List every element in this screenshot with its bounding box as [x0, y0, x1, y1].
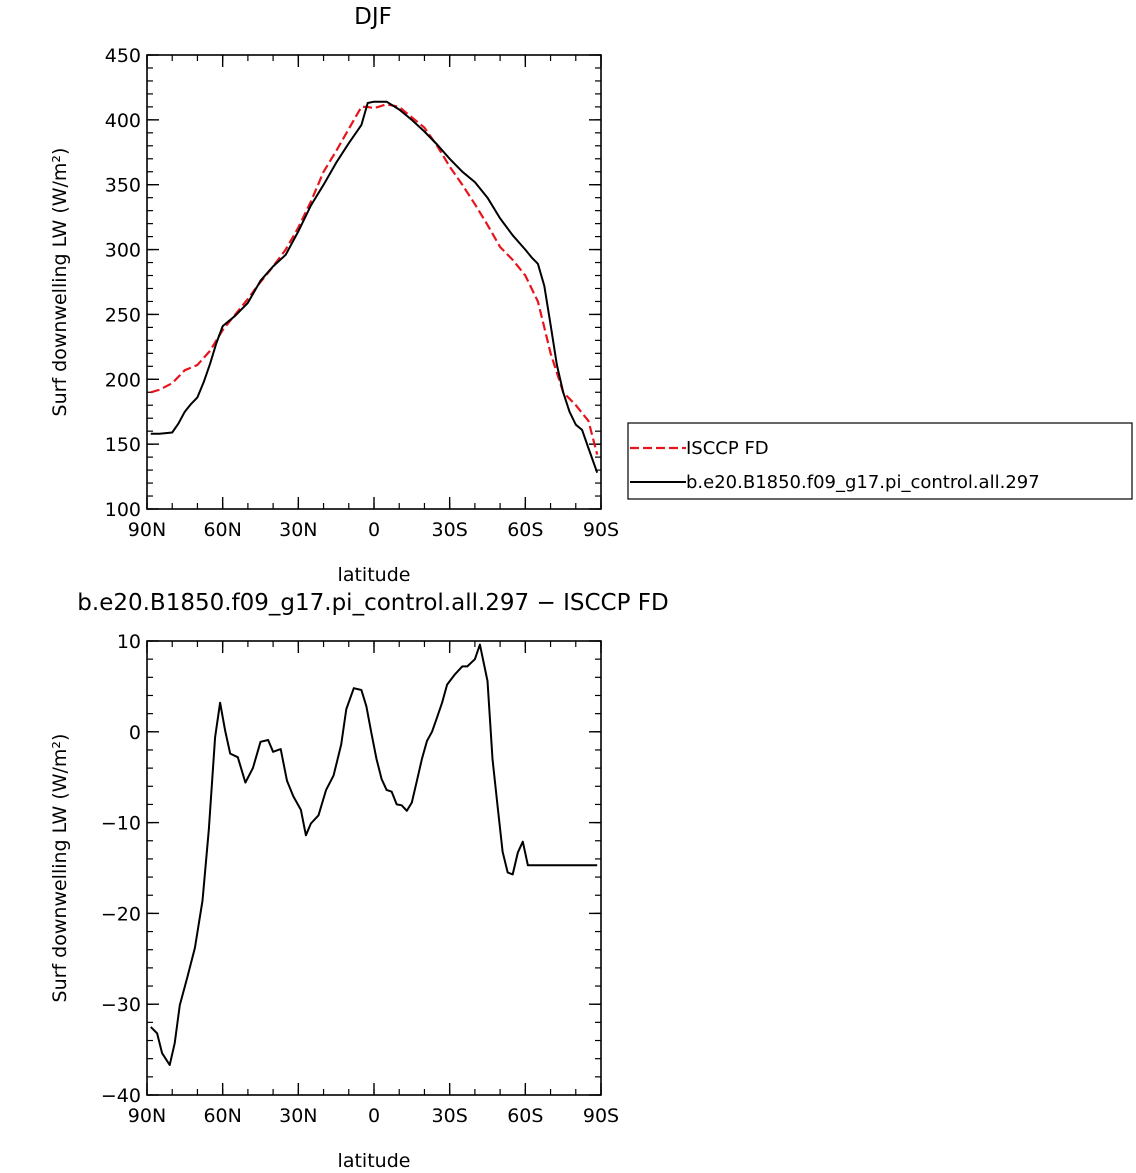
bottom-x-tick-label: 30S	[432, 1105, 468, 1127]
legend-entry-isccp: ISCCP FD	[686, 438, 769, 459]
top-y-tick-label: 350	[105, 175, 141, 197]
bottom-y-tick-label: 0	[129, 722, 141, 744]
top-y-axis-label: Surf downwelling LW (W/m²)	[49, 148, 71, 417]
bottom-y-tick-label: −40	[101, 1085, 141, 1107]
top-y-tick-label: 200	[105, 369, 141, 391]
top-chart-title: DJF	[354, 4, 392, 30]
bottom-y-tick-label: −10	[101, 813, 141, 835]
bottom-y-tick-label: −30	[101, 994, 141, 1016]
top-x-tick-label: 30S	[432, 519, 468, 541]
top-y-tick-label: 250	[105, 304, 141, 326]
top-y-tick-label: 400	[105, 110, 141, 132]
top-y-tick-label: 300	[105, 240, 141, 262]
bottom-panel: b.e20.B1850.f09_g17.pi_control.all.297 −…	[49, 590, 669, 1172]
bottom-x-axis-label: latitude	[338, 1150, 411, 1172]
top-x-tick-label: 60S	[507, 519, 543, 541]
bottom-series-line-difference	[150, 643, 598, 1066]
top-panel: DJF 90N 60N 30N 0 30S 60S 90S 100 150 200 250 300 35…	[49, 4, 619, 586]
bottom-x-tick-label: 30N	[279, 1105, 317, 1127]
bottom-y-tick-label: 10	[117, 631, 141, 653]
top-x-tick-label: 60N	[203, 519, 241, 541]
top-x-tick-label: 90S	[583, 519, 619, 541]
bottom-plot-area: 90N 60N 30N 0 30S 60S 90S −40 −30 −20 −10 0 10	[101, 631, 619, 1127]
legend: ISCCP FD b.e20.B1850.f09_g17.pi_control.…	[627, 422, 1133, 500]
top-y-tick-label: 450	[105, 45, 141, 67]
top-y-tick-label: 150	[105, 434, 141, 456]
top-y-tick-label: 100	[105, 499, 141, 521]
top-series-line-isccp-fd	[150, 103, 599, 455]
bottom-plot-frame	[146, 640, 602, 1096]
top-x-tick-label: 90N	[128, 519, 166, 541]
top-series-line-b-e20-b1850-f09-g17-pi-control-all-297	[150, 100, 599, 474]
bottom-chart-title: b.e20.B1850.f09_g17.pi_control.all.297 −…	[77, 590, 668, 616]
top-plot-frame	[146, 54, 602, 510]
legend-entry-model: b.e20.B1850.f09_g17.pi_control.all.297	[686, 472, 1040, 493]
top-x-axis-label: latitude	[338, 564, 411, 586]
bottom-x-tick-label: 90N	[128, 1105, 166, 1127]
top-plot-area: 90N 60N 30N 0 30S 60S 90S 100 150 200 250 300 350 400…	[105, 45, 619, 541]
bottom-x-tick-label: 60N	[203, 1105, 241, 1127]
legend-box	[627, 422, 1133, 500]
top-x-tick-label: 30N	[279, 519, 317, 541]
bottom-y-tick-label: −20	[101, 903, 141, 925]
bottom-x-tick-label: 0	[368, 1105, 380, 1127]
bottom-x-tick-label: 60S	[507, 1105, 543, 1127]
top-x-tick-label: 0	[368, 519, 380, 541]
bottom-x-tick-label: 90S	[583, 1105, 619, 1127]
bottom-y-axis-label: Surf downwelling LW (W/m²)	[49, 734, 71, 1003]
